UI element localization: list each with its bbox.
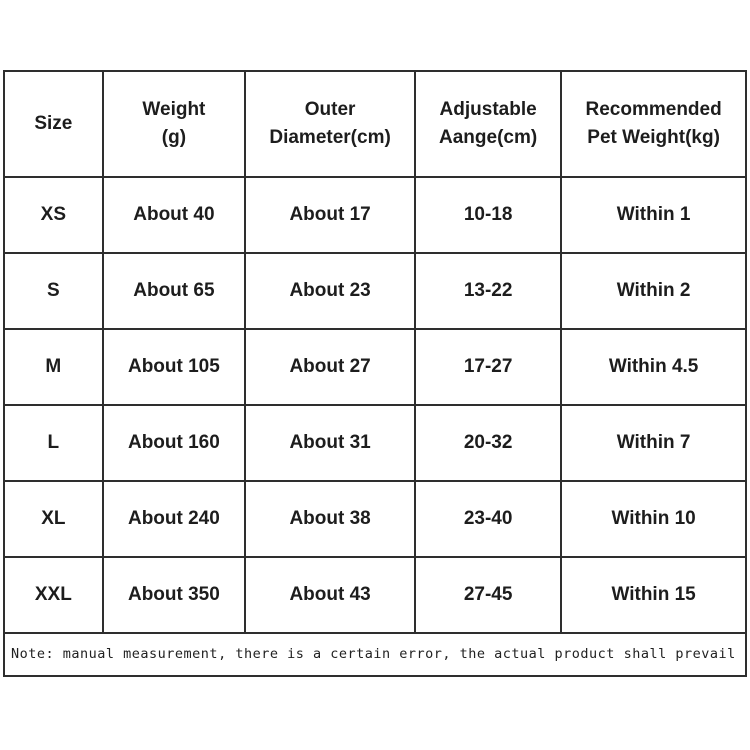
cell-size: XXL [3,556,104,634]
cell-outer-diameter: About 31 [244,404,417,482]
column-header-adjustable-range: Adjustable Aange(cm) [414,70,563,178]
cell-recommended-pet-weight: Within 4.5 [560,328,747,406]
cell-weight: About 40 [101,176,247,254]
column-header-recommended-pet-weight: Recommended Pet Weight(kg) [560,70,747,178]
column-header-size: Size [3,70,104,178]
table-row-l: L About 160 About 31 20-32 Within 7 [3,404,747,482]
cell-weight: About 105 [101,328,247,406]
cell-outer-diameter: About 38 [244,480,417,558]
table-row-xl: XL About 240 About 38 23-40 Within 10 [3,480,747,558]
cell-size: XL [3,480,104,558]
cell-recommended-pet-weight: Within 15 [560,556,747,634]
cell-adjustable-range: 20-32 [414,404,563,482]
table-row-s: S About 65 About 23 13-22 Within 2 [3,252,747,330]
cell-weight: About 350 [101,556,247,634]
column-header-weight: Weight (g) [101,70,247,178]
measurement-note-text: Note: manual measurement, there is a cer… [3,632,747,677]
cell-outer-diameter: About 27 [244,328,417,406]
table-row-m: M About 105 About 27 17-27 Within 4.5 [3,328,747,406]
table-row-xs: XS About 40 About 17 10-18 Within 1 [3,176,747,254]
column-header-outer-diameter: Outer Diameter(cm) [244,70,417,178]
cell-recommended-pet-weight: Within 1 [560,176,747,254]
cell-outer-diameter: About 43 [244,556,417,634]
cell-weight: About 65 [101,252,247,330]
cell-recommended-pet-weight: Within 2 [560,252,747,330]
cell-outer-diameter: About 17 [244,176,417,254]
cell-adjustable-range: 17-27 [414,328,563,406]
cell-adjustable-range: 13-22 [414,252,563,330]
cell-adjustable-range: 27-45 [414,556,563,634]
cell-adjustable-range: 10-18 [414,176,563,254]
cell-weight: About 160 [101,404,247,482]
size-chart-table: Size Weight (g) Outer Diameter(cm) Adjus… [3,70,747,677]
cell-outer-diameter: About 23 [244,252,417,330]
table-note-row: Note: manual measurement, there is a cer… [3,632,747,677]
table-row-xxl: XXL About 350 About 43 27-45 Within 15 [3,556,747,634]
cell-size: L [3,404,104,482]
cell-adjustable-range: 23-40 [414,480,563,558]
cell-recommended-pet-weight: Within 7 [560,404,747,482]
table-header-row: Size Weight (g) Outer Diameter(cm) Adjus… [3,70,747,178]
cell-size: XS [3,176,104,254]
cell-weight: About 240 [101,480,247,558]
cell-size: M [3,328,104,406]
cell-recommended-pet-weight: Within 10 [560,480,747,558]
cell-size: S [3,252,104,330]
